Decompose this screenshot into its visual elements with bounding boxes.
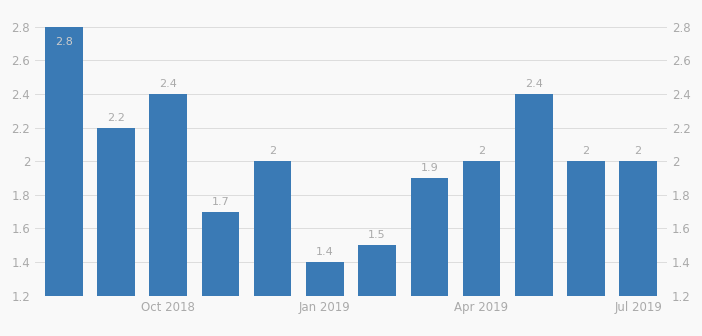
Text: 2: 2: [269, 146, 277, 156]
Text: 2.8: 2.8: [55, 37, 73, 47]
Bar: [254, 161, 291, 336]
Bar: [619, 161, 657, 336]
Bar: [98, 128, 135, 336]
Bar: [463, 161, 501, 336]
Text: 2: 2: [478, 146, 485, 156]
Text: 2.4: 2.4: [525, 79, 543, 89]
Text: 1.5: 1.5: [369, 230, 386, 240]
Bar: [411, 178, 448, 336]
Bar: [306, 262, 344, 336]
Text: 1.4: 1.4: [316, 247, 333, 257]
Bar: [358, 245, 396, 336]
Text: 1.9: 1.9: [420, 163, 438, 173]
Bar: [45, 27, 83, 336]
Bar: [567, 161, 604, 336]
Bar: [150, 94, 187, 336]
Text: 2: 2: [583, 146, 590, 156]
Text: 2.4: 2.4: [159, 79, 177, 89]
Text: 2.2: 2.2: [107, 113, 125, 123]
Bar: [515, 94, 552, 336]
Text: 1.7: 1.7: [211, 197, 230, 207]
Text: 2: 2: [635, 146, 642, 156]
Bar: [201, 212, 239, 336]
